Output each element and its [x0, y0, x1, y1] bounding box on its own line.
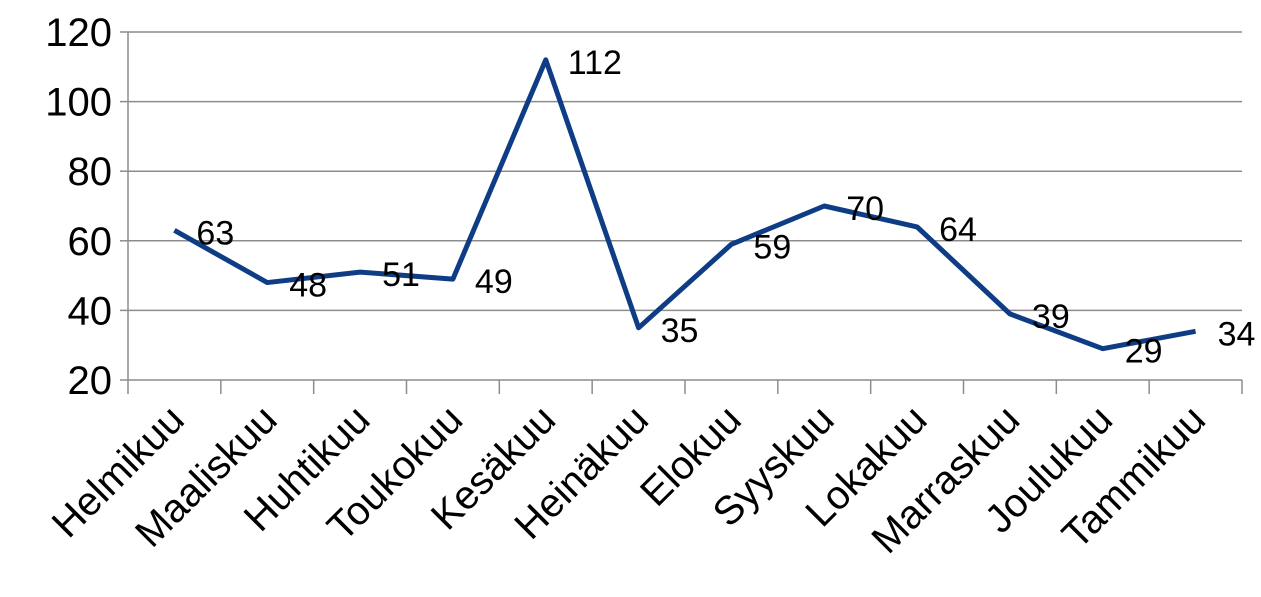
data-label: 39	[1032, 298, 1070, 336]
y-tick-label: 40	[68, 289, 113, 333]
data-label: 51	[382, 256, 420, 294]
y-tick-label: 80	[68, 150, 113, 194]
data-label: 34	[1218, 315, 1256, 353]
y-tick-label: 60	[68, 220, 113, 264]
data-label: 112	[568, 44, 622, 82]
data-label: 64	[939, 211, 977, 249]
data-label: 35	[661, 312, 699, 350]
data-label: 63	[196, 214, 234, 252]
y-tick-label: 120	[45, 11, 112, 55]
data-label: 48	[289, 267, 327, 305]
y-tick-label: 20	[68, 359, 113, 403]
data-label: 59	[753, 228, 791, 266]
data-label: 70	[846, 190, 884, 228]
y-tick-label: 100	[45, 81, 112, 125]
data-label: 49	[475, 263, 513, 301]
line	[173, 57, 1197, 352]
data-label: 29	[1125, 333, 1163, 371]
